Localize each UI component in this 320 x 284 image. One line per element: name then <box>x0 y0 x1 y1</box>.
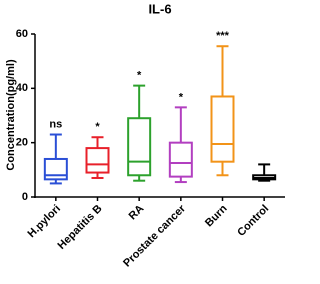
box <box>210 95 235 163</box>
x-tick-label: Hepatitis B <box>56 203 105 252</box>
x-tick-label: Control <box>235 203 271 239</box>
box <box>127 117 152 177</box>
significance-label: *** <box>216 30 230 42</box>
x-tick-label: RA <box>127 203 147 223</box>
y-axis-label: Concentration(pg/ml) <box>5 59 17 171</box>
significance-label: ns <box>49 118 62 130</box>
x-tick-label: H.pylori <box>26 203 63 240</box>
x-tick-label: Burn <box>203 202 230 229</box>
y-tick-label: 60 <box>16 28 28 40</box>
significance-label: * <box>179 91 184 103</box>
chart-title: IL-6 <box>148 1 171 16</box>
box <box>85 147 110 174</box>
significance-label: * <box>95 121 100 133</box>
box <box>168 141 193 178</box>
y-tick-label: 20 <box>16 137 28 149</box>
box <box>43 157 68 181</box>
chart: IL-6 Concentration(pg/ml) 0 20 40 60 H.pylor… <box>5 1 285 270</box>
significance-label: * <box>137 70 142 82</box>
y-tick-label: 40 <box>16 82 28 94</box>
y-tick-label: 0 <box>22 191 28 203</box>
